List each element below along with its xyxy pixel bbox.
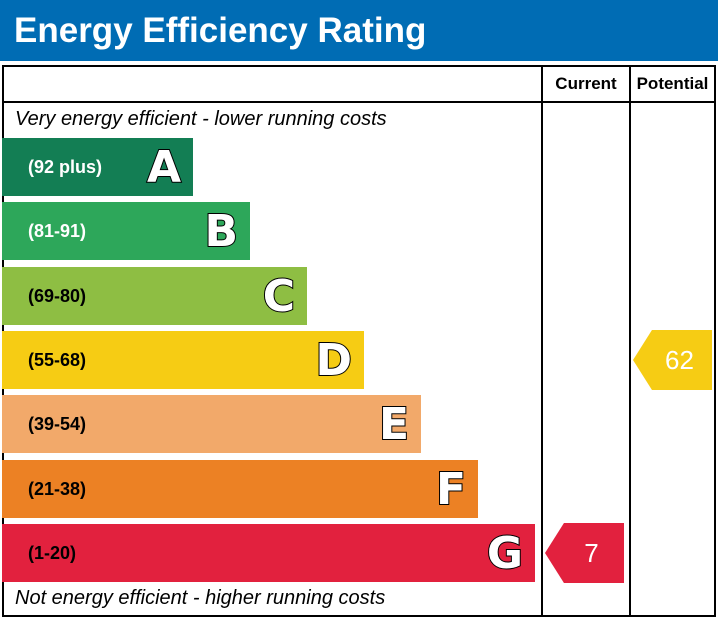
band-range-label: (55-68) (28, 350, 87, 370)
band-a: (92 plus) A (2, 138, 193, 196)
potential-rating-arrow: 62 (633, 330, 712, 390)
potential-column-header: Potential (636, 74, 709, 93)
page-title: Energy Efficiency Rating (0, 0, 718, 61)
current-rating-value: 7 (584, 538, 599, 568)
band-c: (69-80) C (2, 267, 307, 325)
header-row-divider (2, 101, 716, 103)
current-rating-arrow: 7 (545, 523, 624, 583)
band-d: (55-68) D (2, 331, 364, 389)
band-range-label: (69-80) (28, 286, 87, 306)
band-range-label: (81-91) (28, 221, 87, 241)
band-letter: E (378, 398, 410, 451)
bottom-caption: Not energy efficient - higher running co… (15, 587, 386, 609)
band-letter: G (486, 527, 524, 580)
band-letter: A (146, 141, 182, 194)
current-column-divider (541, 65, 543, 617)
band-range-label: (1-20) (28, 543, 77, 563)
band-range-label: (21-38) (28, 479, 87, 499)
band-e: (39-54) E (2, 395, 421, 453)
band-range-label: (39-54) (28, 414, 87, 434)
band-letter: B (203, 205, 239, 258)
band-range-label: (92 plus) (28, 157, 103, 177)
band-b: (81-91) B (2, 202, 250, 260)
band-g: (1-20) G (2, 524, 535, 582)
band-letter: F (435, 463, 467, 516)
band-letter: D (314, 334, 353, 387)
potential-column-divider (629, 65, 631, 617)
potential-rating-value: 62 (665, 345, 694, 375)
band-letter: C (262, 270, 296, 323)
band-f: (21-38) F (2, 460, 478, 518)
current-column-header: Current (555, 74, 617, 93)
top-caption: Very energy efficient - lower running co… (15, 108, 387, 130)
